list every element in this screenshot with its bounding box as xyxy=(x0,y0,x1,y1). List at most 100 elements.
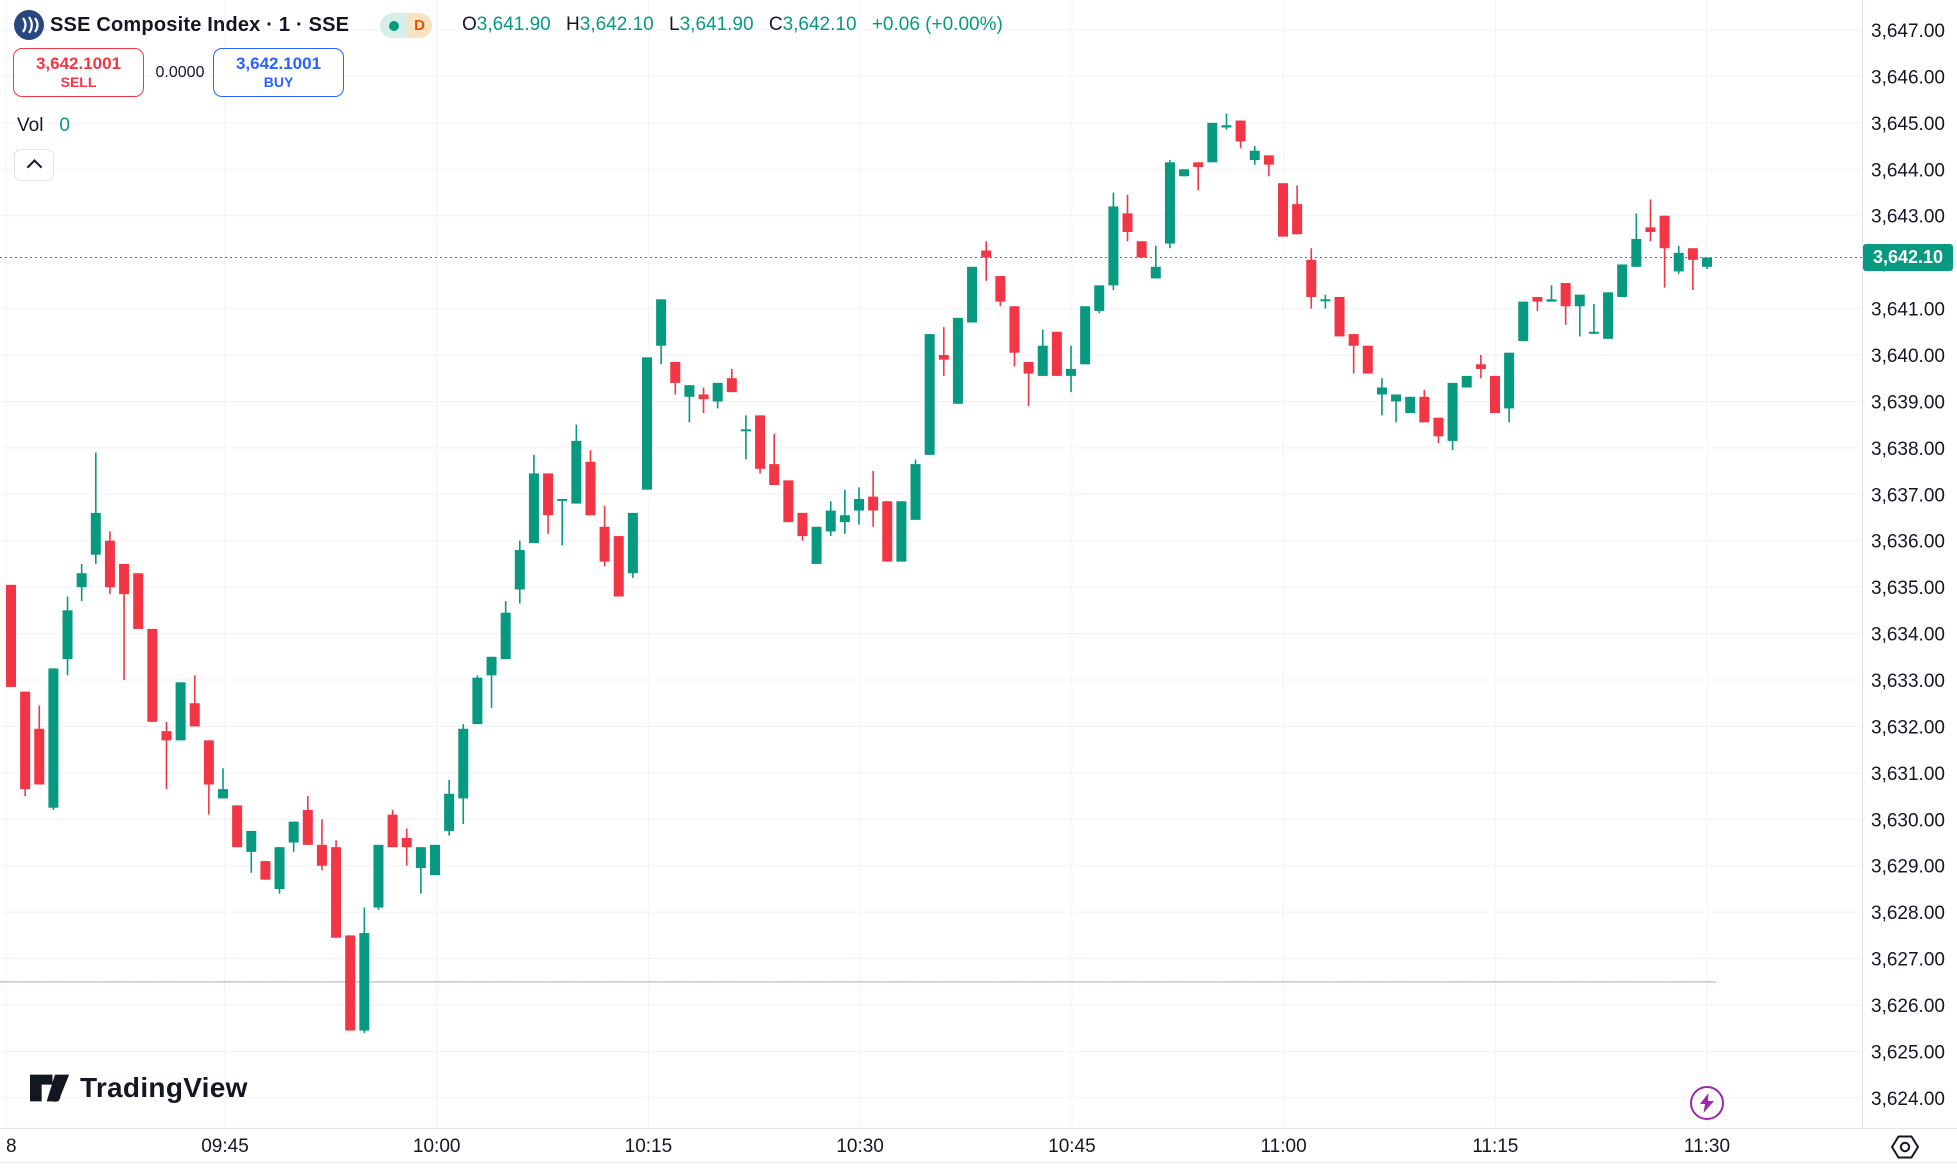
market-status-pill[interactable]: D xyxy=(380,13,432,38)
candle xyxy=(924,334,935,455)
candle xyxy=(76,563,87,602)
candle xyxy=(444,779,455,836)
candle xyxy=(401,828,412,866)
price-axis-label: 3,632.00 xyxy=(1871,717,1945,738)
candle xyxy=(1376,378,1387,416)
price-axis-label: 3,641.00 xyxy=(1871,300,1945,321)
candle xyxy=(1023,361,1034,407)
candle xyxy=(1405,396,1416,414)
candle xyxy=(670,361,681,395)
candle xyxy=(20,691,31,797)
candle xyxy=(1504,352,1515,423)
candle xyxy=(1263,155,1274,177)
candle xyxy=(232,805,243,848)
candle xyxy=(387,810,398,848)
candle xyxy=(331,840,342,938)
collapse-panel-button[interactable] xyxy=(14,149,54,181)
candle xyxy=(1461,375,1472,388)
candle xyxy=(1164,160,1175,249)
price-axis-label: 3,646.00 xyxy=(1871,67,1945,88)
axis-settings-button[interactable] xyxy=(1886,1130,1924,1164)
candle xyxy=(1701,257,1712,270)
candle xyxy=(1489,375,1500,414)
time-axis-label[interactable]: 8 xyxy=(6,1136,17,1157)
candle xyxy=(316,819,327,871)
candle xyxy=(1306,248,1317,309)
candle xyxy=(1080,306,1091,365)
time-axis-label[interactable]: 10:30 xyxy=(836,1136,884,1157)
price-axis-label: 3,638.00 xyxy=(1871,439,1945,460)
time-axis-label[interactable]: 11:15 xyxy=(1472,1136,1518,1157)
candle xyxy=(104,531,115,595)
candle xyxy=(1574,294,1585,337)
price-axis-label: 3,625.00 xyxy=(1871,1042,1945,1063)
instant-trading-button[interactable] xyxy=(1690,1086,1724,1120)
price-axis-label: 3,647.00 xyxy=(1871,21,1945,42)
daily-interval-badge[interactable]: D xyxy=(407,13,432,38)
candle xyxy=(938,327,949,376)
candle xyxy=(882,501,893,562)
price-axis-label: 3,637.00 xyxy=(1871,485,1945,506)
candle xyxy=(260,861,271,880)
candle xyxy=(896,501,907,562)
price-axis-label: 3,644.00 xyxy=(1871,160,1945,181)
candle xyxy=(769,433,780,486)
candle xyxy=(62,596,73,676)
price-axis-label: 3,633.00 xyxy=(1871,671,1945,692)
candle xyxy=(1037,329,1048,376)
candle xyxy=(627,512,638,578)
candle xyxy=(48,668,59,811)
price-axis-label: 3,626.00 xyxy=(1871,996,1945,1017)
candle xyxy=(1235,120,1246,149)
spread-value: 0.0000 xyxy=(155,63,205,81)
candle xyxy=(585,450,596,516)
volume-value: 0 xyxy=(59,115,70,136)
candle xyxy=(1221,113,1232,130)
time-axis-label[interactable]: 10:45 xyxy=(1048,1136,1096,1157)
candle xyxy=(514,540,525,604)
time-axis-label[interactable]: 11:00 xyxy=(1261,1136,1307,1157)
candle xyxy=(1334,296,1345,337)
time-axis-label[interactable]: 11:30 xyxy=(1684,1136,1730,1157)
buy-price: 3,642.1001 xyxy=(235,54,322,73)
candle xyxy=(1532,296,1543,311)
gear-icon xyxy=(1891,1135,1919,1159)
candle xyxy=(203,740,214,815)
candle xyxy=(500,601,511,660)
candle xyxy=(1518,301,1529,342)
symbol-title[interactable]: SSE Composite Index · 1 · SSE xyxy=(50,14,350,36)
candle xyxy=(1150,245,1161,279)
time-axis-separator xyxy=(0,1128,1957,1129)
candle xyxy=(557,498,568,546)
candle xyxy=(1094,285,1105,314)
candle xyxy=(952,317,963,404)
time-axis-label[interactable]: 10:00 xyxy=(413,1136,461,1157)
candle xyxy=(429,844,440,876)
candle xyxy=(1108,192,1119,291)
candle xyxy=(175,682,186,741)
market-open-dot-icon xyxy=(388,20,399,31)
candle xyxy=(698,387,709,414)
candle xyxy=(755,415,766,474)
candle xyxy=(1362,345,1373,374)
candle xyxy=(571,424,582,504)
candle xyxy=(1292,185,1303,235)
candle xyxy=(797,512,808,541)
candle xyxy=(967,266,978,323)
buy-button[interactable]: 3,642.1001 BUY xyxy=(213,48,344,97)
tradingview-watermark[interactable]: TradingView xyxy=(30,1072,248,1104)
tradingview-logo-icon xyxy=(30,1074,70,1102)
candle xyxy=(288,821,299,852)
time-axis-label[interactable]: 10:15 xyxy=(625,1136,673,1157)
price-axis-label: 3,627.00 xyxy=(1871,950,1945,971)
sell-button[interactable]: 3,642.1001 SELL xyxy=(13,48,144,97)
time-axis-label[interactable]: 09:45 xyxy=(201,1136,249,1157)
candle xyxy=(415,847,426,894)
bottom-border xyxy=(0,1162,1957,1163)
candle xyxy=(995,276,1006,307)
candle xyxy=(1065,345,1076,393)
tradingview-brand-text: TradingView xyxy=(80,1072,248,1103)
candle xyxy=(1009,306,1020,367)
